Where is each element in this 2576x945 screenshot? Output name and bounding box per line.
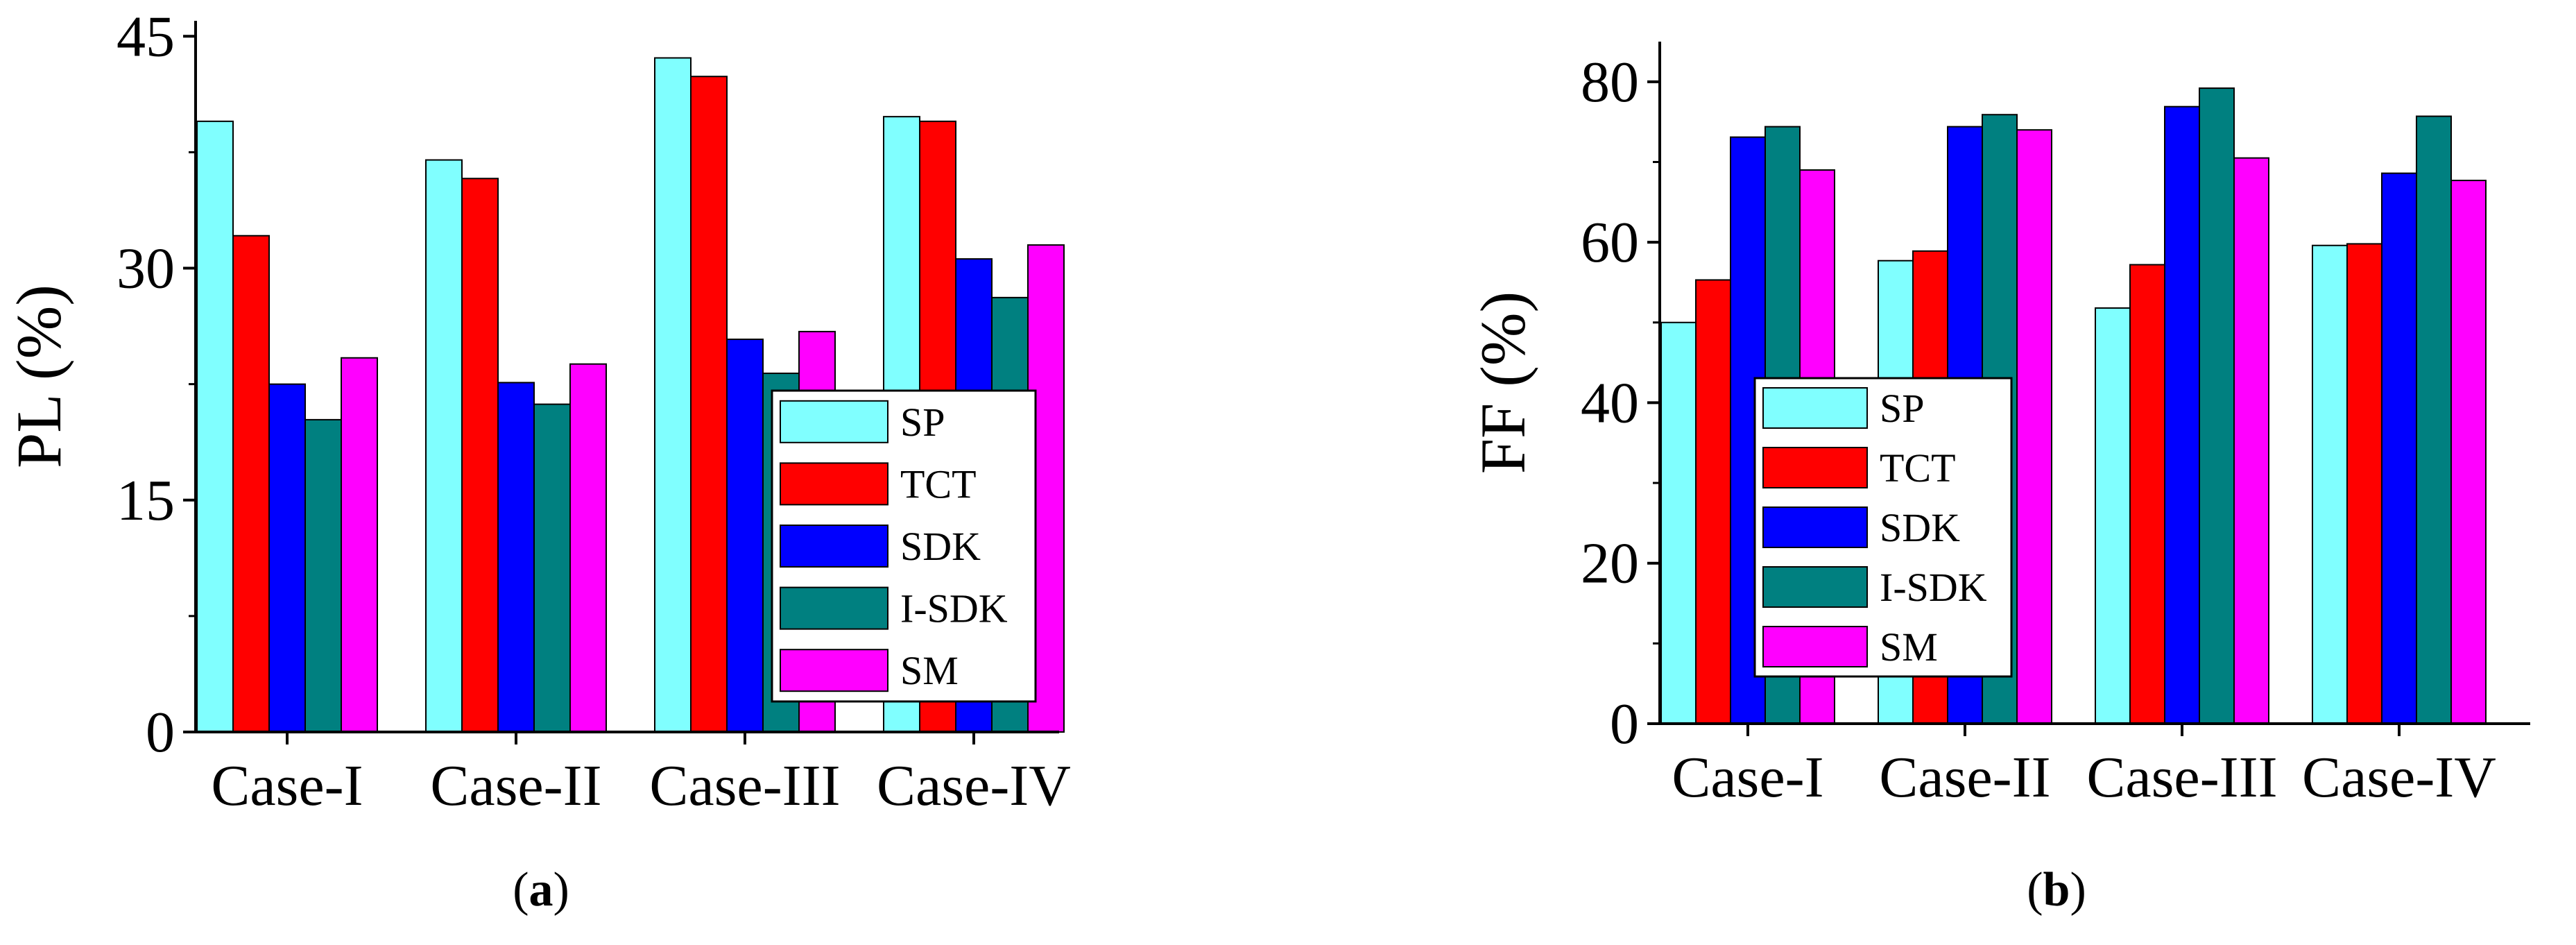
b-bar-sdk-case-iii bbox=[2164, 105, 2200, 724]
a-x-tick-label-case-ii: Case-II bbox=[430, 754, 601, 818]
a-legend-label-i-sdk: I-SDK bbox=[900, 586, 1008, 631]
a-bar-i-sdk-case-ii bbox=[533, 403, 571, 733]
caption-b: (b) bbox=[2027, 863, 2086, 917]
a-bar-sdk-case-i bbox=[268, 383, 306, 733]
a-legend-swatch-sdk bbox=[780, 525, 888, 568]
a-legend-swatch-i-sdk bbox=[780, 586, 888, 630]
a-legend-swatch-sm bbox=[780, 649, 888, 692]
b-legend-swatch-tct bbox=[1762, 447, 1868, 488]
b-legend-swatch-sm bbox=[1762, 626, 1868, 667]
a-legend-swatch-tct bbox=[780, 462, 888, 506]
a-x-tick-label-case-iii: Case-III bbox=[649, 754, 840, 818]
b-bar-sp-case-i bbox=[1660, 321, 1697, 724]
a-legend-label-sdk: SDK bbox=[900, 524, 981, 569]
b-legend-swatch-i-sdk bbox=[1762, 566, 1868, 608]
a-bar-sp-case-i bbox=[196, 120, 234, 733]
b-bar-sp-case-iii bbox=[2095, 307, 2131, 724]
caption-b-label: b bbox=[2043, 863, 2070, 917]
a-y-tick-label: 30 bbox=[117, 237, 175, 301]
a-bar-sdk-case-iii bbox=[726, 339, 764, 733]
b-legend-label-sm: SM bbox=[1880, 624, 1938, 670]
b-y-tick-label: 80 bbox=[1581, 50, 1639, 114]
a-bar-sp-case-iii bbox=[654, 57, 692, 733]
a-bar-sp-case-ii bbox=[425, 159, 463, 733]
b-legend-swatch-sp bbox=[1762, 387, 1868, 429]
a-y-tick-label: 15 bbox=[117, 468, 175, 533]
b-bar-i-sdk-case-iii bbox=[2199, 87, 2235, 724]
a-legend: SP TCT SDK I-SDK SM bbox=[771, 389, 1037, 703]
b-x-tick-label-case-iv: Case-IV bbox=[2302, 745, 2496, 810]
a-legend-label-tct: TCT bbox=[900, 461, 977, 506]
a-bar-tct-case-i bbox=[232, 235, 270, 733]
b-bar-sp-case-iv bbox=[2312, 244, 2348, 724]
b-bar-i-sdk-case-iv bbox=[2416, 115, 2452, 724]
a-bar-tct-case-iii bbox=[690, 76, 728, 733]
b-y-tick-label: 60 bbox=[1581, 210, 1639, 275]
a-bar-sdk-case-ii bbox=[497, 382, 535, 733]
b-y-tick-label: 20 bbox=[1581, 531, 1639, 596]
b-bar-sdk-case-iv bbox=[2381, 172, 2417, 724]
a-y-tick-label: 0 bbox=[146, 700, 175, 765]
a-legend-label-sp: SP bbox=[900, 400, 945, 445]
a-axes: 0 15 30 45 Case-I Case-II Case-III Case-IV PL (%… bbox=[3, 4, 1071, 818]
a-legend-label-sm: SM bbox=[900, 648, 959, 693]
panel-a-chart: 0 15 30 45 Case-I Case-II Case-III Case-IV PL (%… bbox=[3, 4, 1071, 818]
b-bar-tct-case-iii bbox=[2129, 264, 2165, 724]
b-y-axis-title: FF (%) bbox=[1468, 291, 1538, 474]
caption-a-label: a bbox=[529, 863, 553, 917]
a-bar-tct-case-ii bbox=[461, 178, 499, 733]
b-legend-label-tct: TCT bbox=[1880, 445, 1956, 491]
b-bar-tct-case-i bbox=[1695, 279, 1731, 725]
b-legend-swatch-sdk bbox=[1762, 506, 1868, 548]
b-x-tick-label-case-i: Case-I bbox=[1672, 745, 1823, 810]
b-legend-label-sp: SP bbox=[1880, 386, 1925, 431]
b-legend-label-sdk: SDK bbox=[1880, 505, 1960, 550]
a-bar-sm-case-i bbox=[341, 357, 378, 733]
a-legend-swatch-sp bbox=[780, 400, 888, 443]
b-axes: 0 20 40 60 80 Case-I Case-II Case-III Case-IV FF … bbox=[1468, 42, 2530, 810]
b-bar-sm-case-iv bbox=[2450, 180, 2487, 724]
b-x-tick-label-case-iii: Case-III bbox=[2086, 745, 2277, 810]
a-y-axis-title: PL (%) bbox=[3, 284, 74, 468]
b-bar-sm-case-ii bbox=[2016, 129, 2052, 724]
b-y-tick-label: 40 bbox=[1581, 371, 1639, 435]
caption-a: (a) bbox=[513, 863, 569, 917]
b-legend: SP TCT SDK I-SDK SM bbox=[1753, 377, 2013, 678]
b-y-tick-label: 0 bbox=[1610, 692, 1639, 756]
b-x-tick-label-case-ii: Case-II bbox=[1879, 745, 2050, 810]
a-x-tick-label-case-iv: Case-IV bbox=[877, 754, 1071, 818]
a-y-tick-label: 45 bbox=[117, 4, 175, 69]
svg-text:(b): (b) bbox=[2027, 863, 2086, 917]
b-legend-label-i-sdk: I-SDK bbox=[1880, 565, 1987, 610]
b-bar-sm-case-iii bbox=[2233, 157, 2269, 724]
svg-text:(a): (a) bbox=[513, 863, 569, 917]
a-bar-i-sdk-case-i bbox=[304, 418, 342, 733]
a-x-tick-label-case-i: Case-I bbox=[211, 754, 363, 818]
panel-b-chart: 0 20 40 60 80 Case-I Case-II Case-III Case-IV FF … bbox=[1468, 42, 2530, 810]
b-bar-tct-case-iv bbox=[2346, 243, 2382, 724]
a-bar-sm-case-ii bbox=[569, 363, 607, 733]
